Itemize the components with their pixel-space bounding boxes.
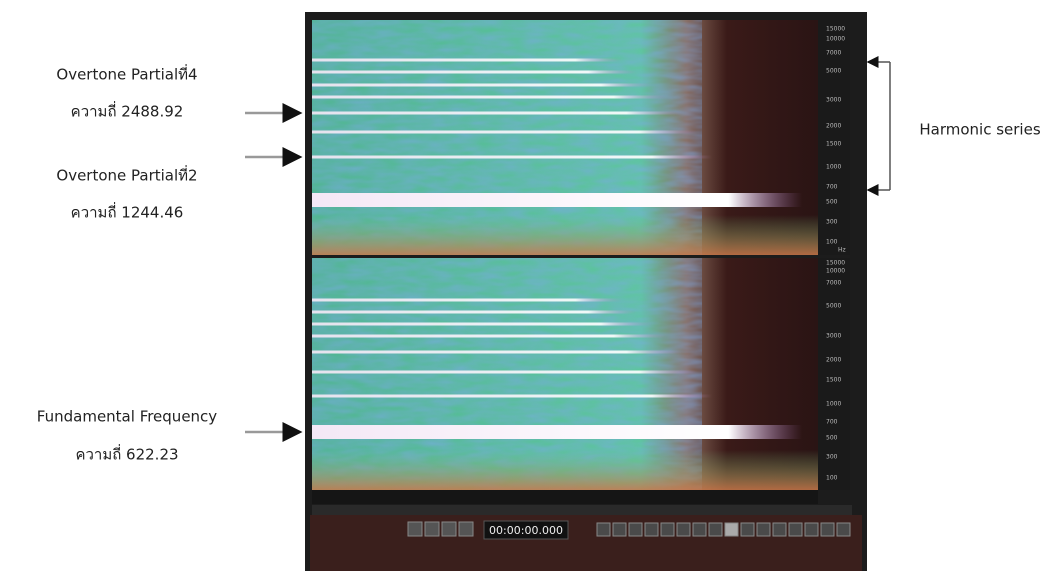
transport-button bbox=[459, 522, 473, 536]
freq-tick-label: 7000 bbox=[826, 280, 841, 287]
annotation-frequency: ความถี่ 1244.46 bbox=[71, 202, 184, 222]
harmonic-label: Harmonic series bbox=[919, 121, 1040, 139]
page: 1500010000700050003000200015001000700500… bbox=[0, 0, 1061, 571]
tool-button bbox=[645, 523, 658, 536]
freq-tick-label: 10000 bbox=[826, 268, 845, 275]
tool-button bbox=[773, 523, 786, 536]
harmonic-band bbox=[312, 311, 637, 314]
tool-button bbox=[709, 523, 722, 536]
harmonic-band bbox=[312, 335, 667, 338]
freq-tick-label: 300 bbox=[826, 219, 838, 226]
freq-tick-label: 15000 bbox=[826, 260, 845, 267]
harmonic-band bbox=[312, 59, 622, 62]
tool-button bbox=[629, 523, 642, 536]
freq-tick-label: 700 bbox=[826, 184, 838, 191]
freq-tick-label: 10000 bbox=[826, 36, 845, 43]
tool-button bbox=[741, 523, 754, 536]
harmonic-band bbox=[312, 96, 667, 99]
annotation-title: Overtone Partialที่2 bbox=[56, 165, 197, 185]
freq-tick-label: 3000 bbox=[826, 333, 841, 340]
freq-tick-label: 1000 bbox=[826, 164, 841, 171]
harmonic-band bbox=[312, 156, 712, 159]
timecode: 00:00:00.000 bbox=[489, 524, 563, 537]
transport-button bbox=[442, 522, 456, 536]
freq-tick-label: 15000 bbox=[826, 26, 845, 33]
scrollbar bbox=[312, 505, 852, 515]
harmonic-band bbox=[312, 395, 712, 398]
harmonic-band bbox=[312, 299, 622, 302]
harmonic-band bbox=[312, 371, 697, 374]
freq-tick-label: 500 bbox=[826, 435, 838, 442]
freq-tick-label: 300 bbox=[826, 454, 838, 461]
harmonic-band bbox=[312, 351, 682, 354]
freq-tick-label: 700 bbox=[826, 419, 838, 426]
spectrogram: 1500010000700050003000200015001000700500… bbox=[312, 20, 850, 501]
tool-button bbox=[725, 523, 738, 536]
annotation-frequency: ความถี่ 622.23 bbox=[75, 444, 178, 464]
transport-button bbox=[425, 522, 439, 536]
annotation-title: Overtone Partialที่4 bbox=[56, 64, 197, 84]
freq-tick-label: 500 bbox=[826, 199, 838, 206]
freq-unit: Hz bbox=[838, 247, 846, 254]
tool-button bbox=[789, 523, 802, 536]
tool-button bbox=[837, 523, 850, 536]
tool-button bbox=[693, 523, 706, 536]
noise-floor bbox=[312, 215, 818, 255]
freq-tick-label: 1000 bbox=[826, 401, 841, 408]
tool-button bbox=[805, 523, 818, 536]
freq-tick-label: 2000 bbox=[826, 357, 841, 364]
annotation-frequency: ความถี่ 2488.92 bbox=[71, 101, 184, 121]
harmonic-band bbox=[312, 112, 682, 115]
harmonic-band bbox=[312, 131, 697, 134]
tool-button bbox=[661, 523, 674, 536]
freq-tick-label: 1500 bbox=[826, 141, 841, 148]
time-axis bbox=[312, 490, 818, 504]
freq-tick-label: 1500 bbox=[826, 377, 841, 384]
harmonic-band bbox=[312, 84, 652, 87]
harmonic-band bbox=[312, 425, 802, 439]
harmonic-band bbox=[312, 71, 637, 74]
freq-tick-label: 7000 bbox=[826, 50, 841, 57]
noise-floor bbox=[312, 450, 818, 490]
freq-tick-label: 100 bbox=[826, 475, 838, 482]
transport-button bbox=[408, 522, 422, 536]
tool-button bbox=[597, 523, 610, 536]
freq-tick-label: 100 bbox=[826, 239, 838, 246]
annotation-title: Fundamental Frequency bbox=[37, 408, 218, 426]
freq-tick-label: 5000 bbox=[826, 303, 841, 310]
freq-tick-label: 2000 bbox=[826, 123, 841, 130]
freq-tick-label: 5000 bbox=[826, 68, 841, 75]
tool-button bbox=[821, 523, 834, 536]
tool-button bbox=[677, 523, 690, 536]
harmonic-band bbox=[312, 323, 652, 326]
harmonic-band bbox=[312, 193, 802, 207]
tool-button bbox=[613, 523, 626, 536]
tool-button bbox=[757, 523, 770, 536]
annotations: Overtone Partialที่4 ความถี่ 2488.92 Overt… bbox=[37, 64, 300, 464]
freq-tick-label: 3000 bbox=[826, 97, 841, 104]
